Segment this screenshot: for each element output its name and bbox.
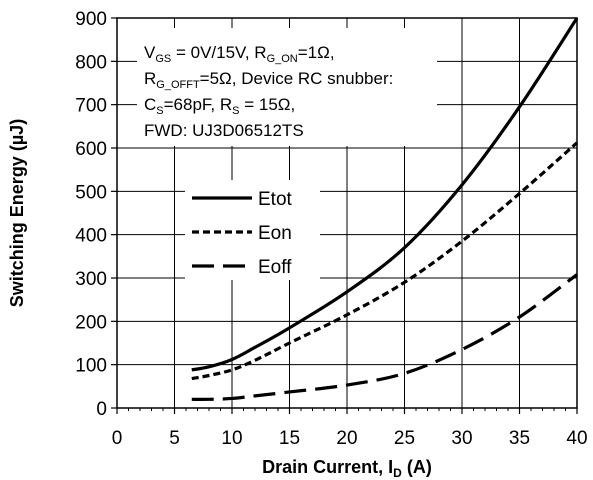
y-tick-label: 400 <box>75 226 107 247</box>
plot-frame <box>116 17 578 409</box>
annotation-background <box>137 28 437 146</box>
x-tick-label: 0 <box>112 428 123 449</box>
annotation-line-4: FWD: UJ3D06512TS <box>144 121 304 140</box>
x-tick-label: 30 <box>451 428 472 449</box>
x-tick-label: 40 <box>566 428 587 449</box>
x-tick-label: 10 <box>221 428 242 449</box>
y-tick-labels: 0 100 200 300 400 500 600 700 800 900 <box>75 9 107 420</box>
series-line-etot <box>191 17 579 372</box>
y-tick-label: 500 <box>75 182 107 203</box>
x-tick-label: 35 <box>509 428 530 449</box>
y-tick-label: 700 <box>75 96 107 117</box>
y-tick-label: 100 <box>75 356 107 377</box>
annotation-line-3: CS=68pF, RS = 15Ω, <box>144 95 295 117</box>
y-tick-label: 300 <box>75 269 107 290</box>
x-tick-label: 20 <box>336 428 357 449</box>
legend: Etot Eon Eoff <box>185 180 320 280</box>
annotation-line-2: RG_OFFT=5Ω, Device RC snubber: <box>144 69 393 91</box>
y-axis-title: Switching Energy (µJ) <box>7 119 27 307</box>
y-tick-label: 200 <box>75 312 107 333</box>
legend-label-etot: Etot <box>258 189 293 210</box>
x-tick-label: 5 <box>169 428 180 449</box>
annotation-line-1: VGS = 0V/15V, RG_ON=1Ω, <box>144 43 335 65</box>
x-tick-labels: 0 5 10 15 20 25 30 35 40 <box>112 428 588 449</box>
x-tick-label: 25 <box>394 428 415 449</box>
series-line-eoff <box>191 273 578 401</box>
y-tick-label: 0 <box>96 399 107 420</box>
y-tick-label: 600 <box>75 139 107 160</box>
legend-label-eon: Eon <box>258 223 292 244</box>
legend-label-eoff: Eoff <box>258 257 292 278</box>
x-axis-title: Drain Current, ID (A) <box>262 457 432 480</box>
y-tick-label: 800 <box>75 52 107 73</box>
series-lines <box>191 17 579 401</box>
y-tick-label: 900 <box>75 9 107 30</box>
x-tick-label: 15 <box>279 428 300 449</box>
conditions-annotation: VGS = 0V/15V, RG_ON=1Ω, RG_OFFT=5Ω, Devi… <box>137 28 437 146</box>
